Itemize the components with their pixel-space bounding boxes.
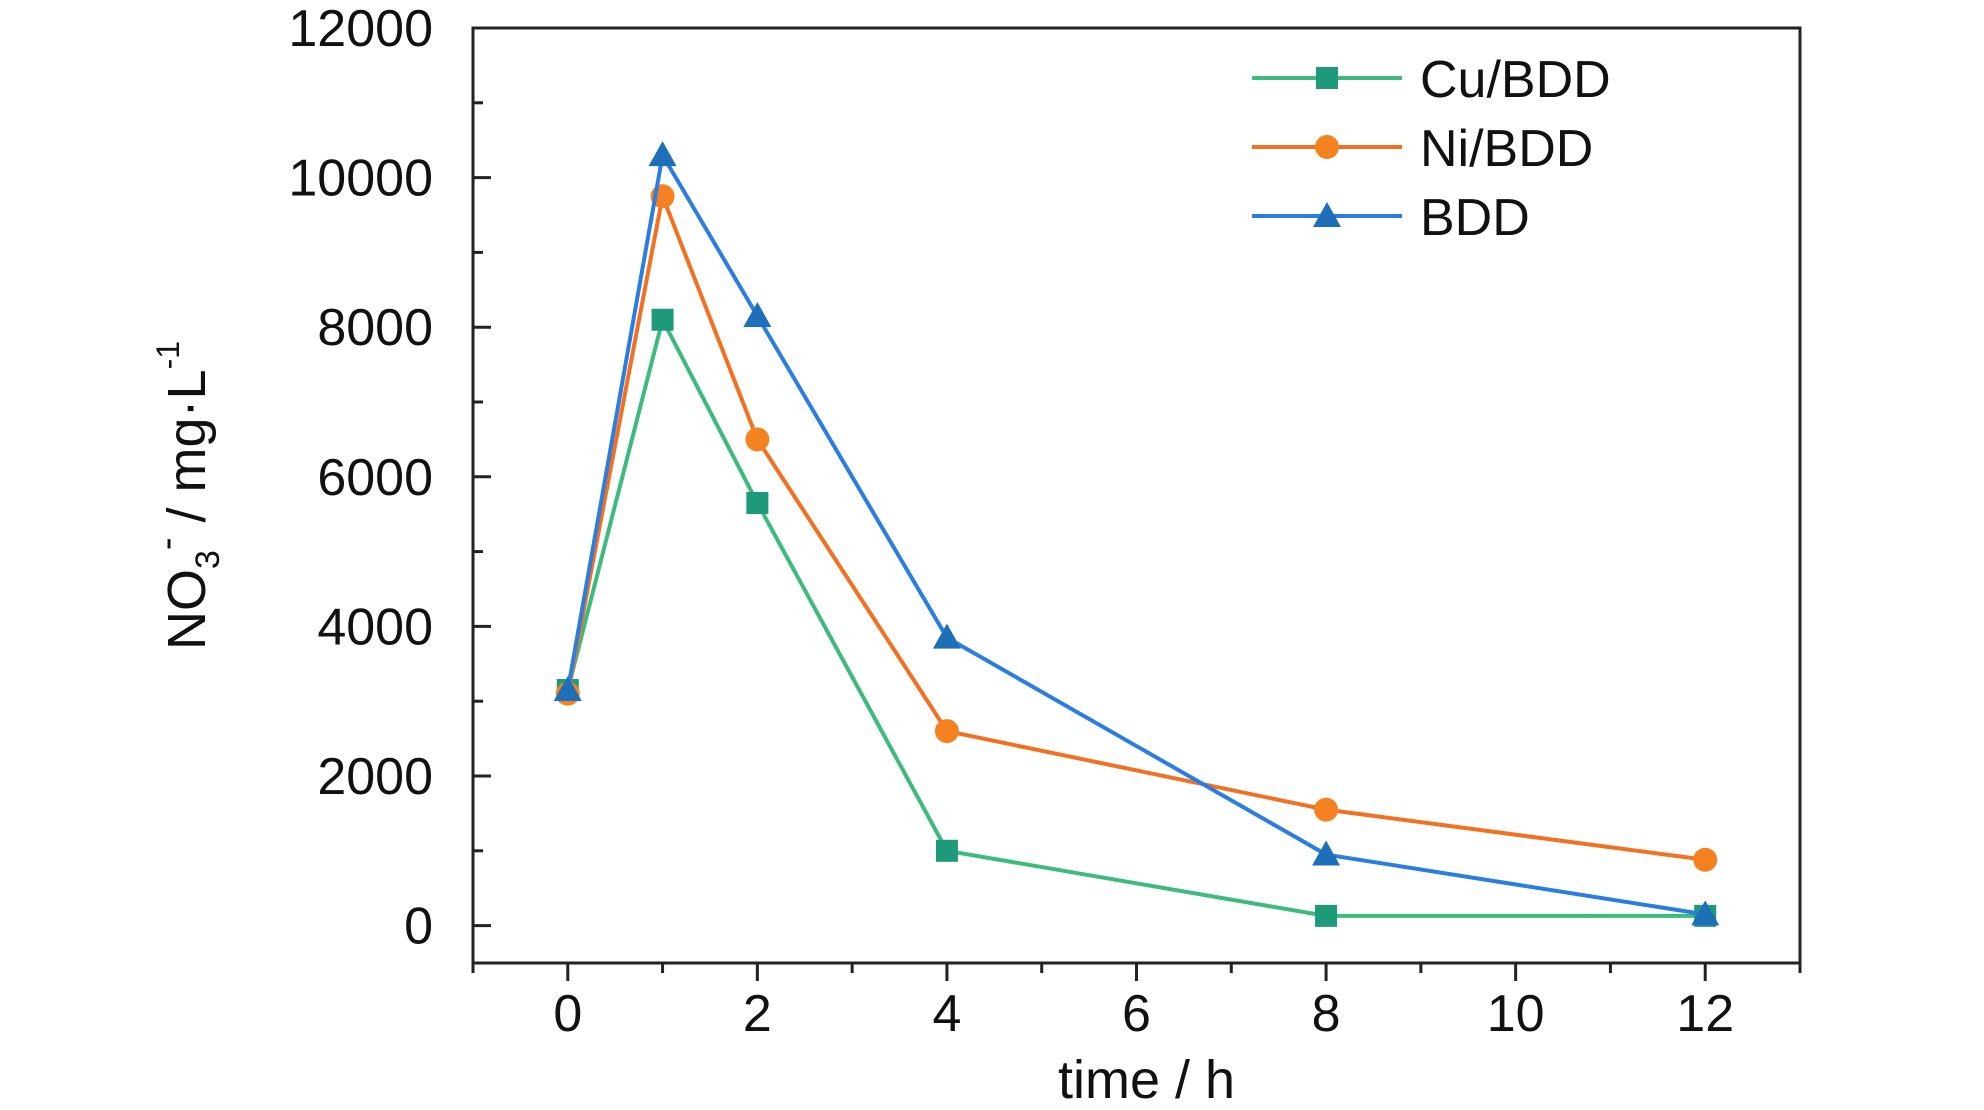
x-tick-label: 10 xyxy=(1487,985,1545,1043)
series-line-bdd xyxy=(565,149,1706,917)
y-axis-ticks: 0 2000 4000 6000 8000 10000 12000 xyxy=(288,0,491,956)
series-bdd xyxy=(553,141,1720,926)
y-tick-label: 4000 xyxy=(317,598,433,656)
x-tick-label: 0 xyxy=(553,985,582,1043)
series-line-cu-bdd xyxy=(565,314,1706,918)
y-tick-label: 12000 xyxy=(288,0,433,58)
data-point-ni-bdd xyxy=(1314,797,1339,822)
legend: Cu/BDD Ni/BDD BDD xyxy=(1252,51,1611,247)
x-axis-title: time / h xyxy=(1058,1050,1235,1110)
legend-marker xyxy=(1316,67,1338,89)
legend-label: Cu/BDD xyxy=(1420,51,1611,109)
data-point-ni-bdd xyxy=(934,719,959,744)
data-point-cu-bdd xyxy=(746,491,769,514)
x-axis-ticks: 0 2 4 6 8 10 12 xyxy=(471,963,1802,1043)
y-axis-title: NO3- / mg·L-1 xyxy=(146,341,227,650)
y-tick-label: 0 xyxy=(404,898,433,956)
data-point-bdd xyxy=(553,675,582,701)
legend-item-cu-bdd: Cu/BDD xyxy=(1252,51,1611,109)
series-layer xyxy=(553,141,1720,927)
y-axis-title-main: NO xyxy=(157,569,217,650)
data-point-bdd xyxy=(648,141,677,167)
series-ni-bdd xyxy=(555,184,1718,872)
data-point-cu-bdd xyxy=(935,839,958,862)
x-tick-label: 4 xyxy=(932,985,961,1043)
series-line-ni-bdd xyxy=(565,189,1706,862)
y-axis-title-sup: - xyxy=(146,537,188,550)
legend-item-ni-bdd: Ni/BDD xyxy=(1252,120,1593,178)
x-tick-label: 8 xyxy=(1312,985,1341,1043)
series-cu-bdd xyxy=(556,308,1717,927)
y-tick-label: 8000 xyxy=(317,299,433,357)
data-point-bdd xyxy=(1312,840,1341,866)
data-point-bdd xyxy=(743,301,772,327)
y-tick-label: 6000 xyxy=(317,449,433,507)
data-point-cu-bdd xyxy=(1315,904,1338,927)
y-tick-label: 10000 xyxy=(288,150,433,208)
y-axis-title-rest: / mg·L xyxy=(157,369,217,537)
x-tick-label: 2 xyxy=(743,985,772,1043)
data-point-cu-bdd xyxy=(651,308,674,331)
legend-marker xyxy=(1315,135,1339,159)
legend-label: Ni/BDD xyxy=(1420,120,1593,178)
x-tick-label: 6 xyxy=(1122,985,1151,1043)
data-point-ni-bdd xyxy=(745,427,770,452)
data-point-ni-bdd xyxy=(1693,847,1718,872)
data-point-bdd xyxy=(1691,900,1720,926)
x-tick-label: 12 xyxy=(1676,985,1734,1043)
y-axis-title-unit-sup: -1 xyxy=(150,341,186,369)
y-axis-title-sub: 3 xyxy=(189,550,227,569)
legend-item-bdd: BDD xyxy=(1252,189,1530,247)
y-tick-label: 2000 xyxy=(317,748,433,806)
legend-label: BDD xyxy=(1420,189,1530,247)
legend-marker xyxy=(1313,202,1341,227)
data-point-bdd xyxy=(932,623,961,649)
